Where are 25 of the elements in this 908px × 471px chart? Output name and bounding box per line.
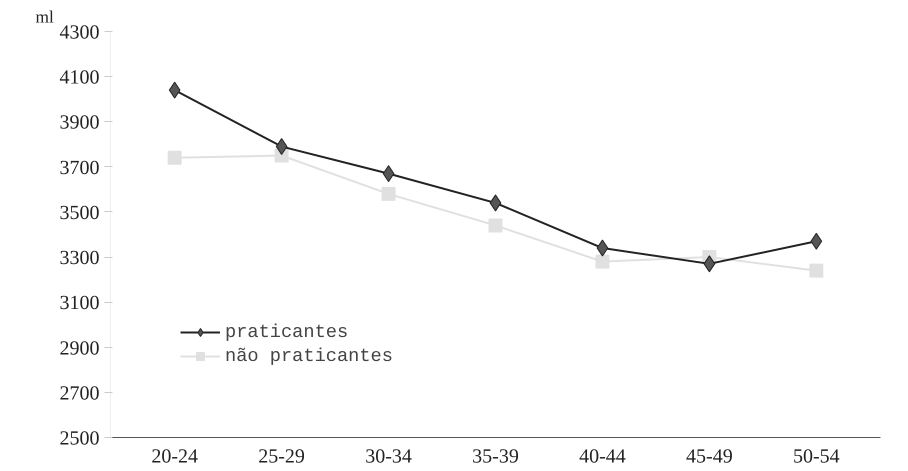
y-tick-label: 3500: [60, 202, 100, 224]
y-tick-label: 2700: [60, 382, 100, 404]
y-tick-label: 2900: [60, 337, 100, 360]
y-tick-label: 4300: [60, 22, 100, 44]
legend-label: praticantes: [225, 321, 348, 343]
y-tick-label: 2500: [60, 428, 100, 450]
x-tick-label: 40-44: [579, 446, 626, 468]
point: [488, 218, 502, 232]
x-tick-label: 20-24: [151, 446, 198, 468]
x-tick-label: 50-54: [793, 446, 840, 468]
x-tick-label: 45-49: [686, 446, 733, 468]
y-tick-label: 3700: [60, 156, 100, 179]
x-tick-label: 35-39: [472, 446, 519, 468]
point: [168, 150, 182, 165]
y-tick-label: 3300: [60, 247, 100, 270]
y-tick-label: 3900: [60, 112, 100, 134]
y-axis-title: ml: [36, 8, 54, 26]
legend-label: não praticantes: [225, 345, 393, 367]
y-tick-label: 4100: [60, 66, 100, 89]
point: [595, 254, 610, 269]
x-tick-label: 25-29: [258, 446, 305, 468]
point: [382, 186, 396, 201]
point: [809, 264, 824, 278]
y-tick-label: 3100: [60, 292, 100, 314]
x-tick-label: 30-34: [365, 446, 412, 468]
